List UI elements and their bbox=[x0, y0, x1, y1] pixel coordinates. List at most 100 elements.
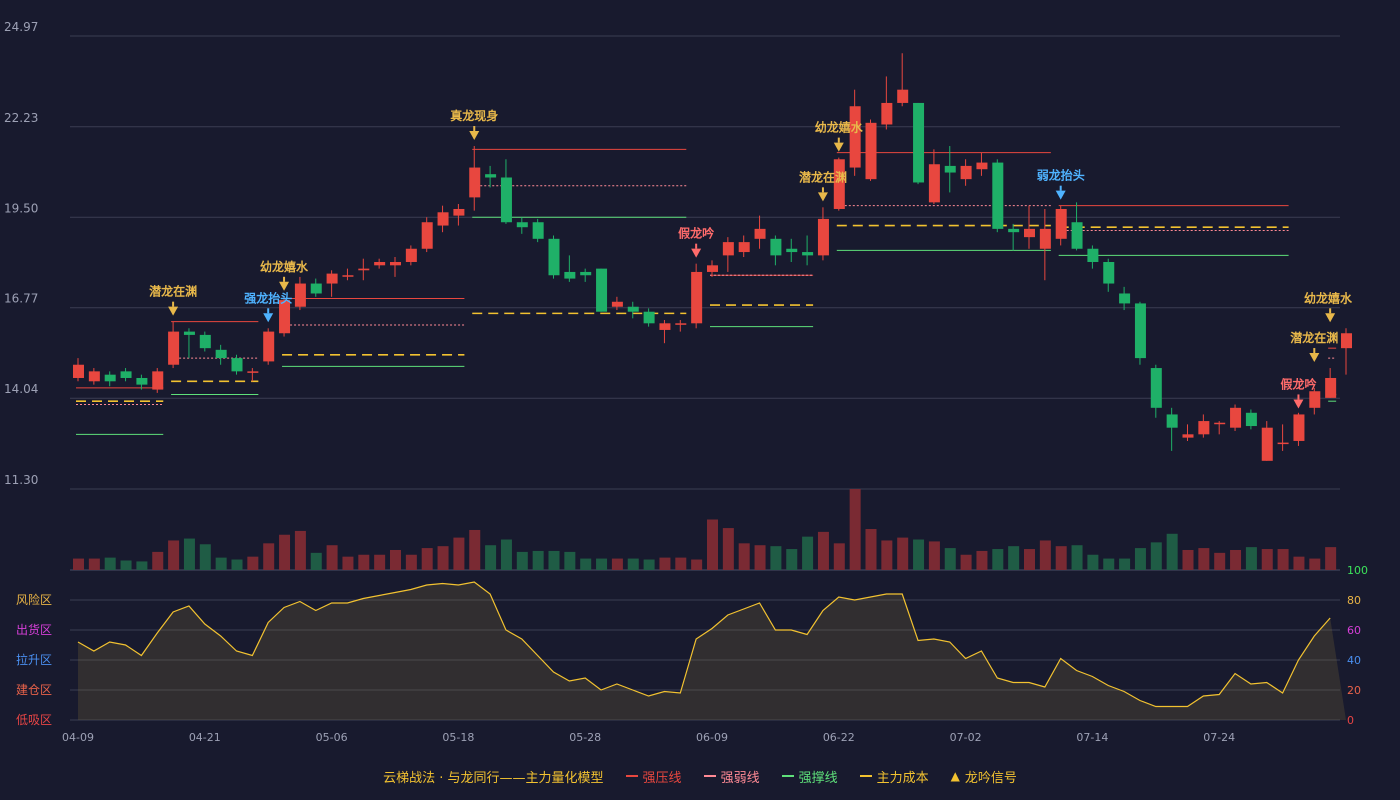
candle-body bbox=[405, 248, 417, 263]
candle-body bbox=[1261, 427, 1273, 461]
legend-signal-label: 龙吟信号 bbox=[964, 770, 1017, 786]
y-tick-label: 11.30 bbox=[4, 473, 38, 487]
candle-body bbox=[500, 177, 512, 223]
candle-body bbox=[215, 349, 227, 359]
candle-body bbox=[849, 106, 861, 168]
signal-label: 潜龙在渊 bbox=[1290, 330, 1338, 345]
candle-body bbox=[1198, 421, 1210, 435]
resist-line-icon bbox=[625, 775, 638, 777]
volume-bar bbox=[1245, 547, 1257, 570]
x-tick-label: 06-09 bbox=[696, 731, 728, 744]
candle-body bbox=[437, 212, 449, 226]
volume-bar bbox=[786, 549, 798, 570]
osc-tick-label: 40 bbox=[1347, 654, 1361, 667]
volume-bar bbox=[627, 558, 639, 570]
legend-resist[interactable]: 强压线 bbox=[625, 767, 682, 786]
x-tick-label: 04-09 bbox=[62, 731, 94, 744]
volume-bar bbox=[611, 558, 623, 570]
candle-body bbox=[1245, 412, 1257, 427]
volume-bar bbox=[231, 559, 243, 570]
volume-bar bbox=[374, 554, 386, 570]
signal-label: 潜龙在渊 bbox=[799, 169, 847, 184]
signal-label: 幼龙嬉水 bbox=[1304, 290, 1353, 305]
legend-support[interactable]: 强撑线 bbox=[781, 767, 838, 786]
volume-bar bbox=[675, 557, 687, 570]
candle-body bbox=[152, 371, 164, 390]
candle-body bbox=[120, 371, 132, 378]
legend-title-text: 云梯战法 · 与龙同行——主力量化模型 bbox=[383, 770, 604, 786]
candle-body bbox=[1325, 377, 1337, 398]
volume-bar bbox=[516, 551, 528, 570]
candle-body bbox=[1087, 248, 1099, 263]
volume-bar bbox=[326, 545, 338, 570]
oscillator-line bbox=[77, 581, 1331, 708]
volume-bar bbox=[437, 546, 449, 570]
zone-label: 出货区 bbox=[16, 622, 52, 637]
weak-line-icon bbox=[703, 775, 716, 777]
candle-body bbox=[1055, 208, 1067, 239]
volume-bar bbox=[120, 560, 132, 570]
y-tick-label: 19.50 bbox=[4, 201, 38, 215]
candle-body bbox=[865, 122, 877, 180]
signal-arrow-icon bbox=[168, 306, 179, 316]
cost-line-icon bbox=[859, 775, 872, 777]
candle-body bbox=[485, 174, 497, 178]
volume-bar bbox=[469, 529, 481, 570]
candle-body bbox=[326, 273, 338, 284]
volume-bar bbox=[1309, 558, 1321, 570]
candle-body bbox=[627, 306, 639, 312]
legend-signal[interactable]: ▲ 龙吟信号 bbox=[951, 767, 1017, 786]
candle-body bbox=[881, 102, 893, 125]
legend: 云梯战法 · 与龙同行——主力量化模型 强压线 强弱线 强撑线 主力成本 ▲ 龙… bbox=[0, 766, 1400, 786]
candle-body bbox=[516, 222, 528, 228]
signal-arrow-icon bbox=[1325, 313, 1336, 323]
candle-body bbox=[263, 331, 275, 362]
volume-bar bbox=[643, 559, 655, 570]
triangle-icon: ▲ bbox=[950, 769, 960, 783]
candle-body bbox=[279, 300, 291, 334]
legend-weak-label: 强弱线 bbox=[720, 770, 760, 786]
signal-label: 幼龙嬉水 bbox=[260, 259, 309, 274]
volume-bar bbox=[944, 548, 956, 570]
candle-body bbox=[548, 238, 560, 276]
volume-bar bbox=[707, 519, 718, 570]
volume-layer bbox=[73, 489, 1337, 570]
candle-body bbox=[833, 159, 845, 209]
candle-body bbox=[596, 268, 608, 312]
volume-bar bbox=[992, 549, 1004, 570]
y-tick-label: 16.77 bbox=[4, 292, 38, 306]
candle-body bbox=[580, 271, 592, 276]
volume-bar bbox=[88, 558, 100, 570]
legend-weak[interactable]: 强弱线 bbox=[703, 767, 760, 786]
volume-bar bbox=[215, 557, 227, 570]
support-line-icon bbox=[781, 775, 794, 777]
volume-bar bbox=[1150, 542, 1162, 570]
candle-body bbox=[88, 371, 100, 382]
legend-cost[interactable]: 主力成本 bbox=[859, 767, 929, 786]
candle-body bbox=[691, 271, 703, 324]
volume-bar bbox=[294, 530, 306, 570]
volume-bar bbox=[358, 554, 370, 570]
candle-body bbox=[1071, 222, 1083, 249]
volume-bar bbox=[849, 489, 861, 570]
osc-tick-label: 0 bbox=[1347, 714, 1354, 727]
volume-bar bbox=[453, 537, 465, 570]
volume-bar bbox=[263, 543, 275, 570]
candle-body bbox=[675, 323, 687, 325]
candle-body bbox=[358, 268, 370, 271]
volume-bar bbox=[247, 556, 259, 570]
signals-layer: 潜龙在渊 强龙抬头幼龙嬉水真龙现身假龙吟潜龙在渊幼龙嬉水弱龙抬头假龙吟潜龙在渊幼龙… bbox=[149, 108, 1353, 409]
candle-body bbox=[707, 265, 718, 272]
volume-bar bbox=[390, 549, 401, 570]
candle-body bbox=[136, 377, 148, 385]
volume-bar bbox=[136, 561, 148, 570]
volume-bar bbox=[802, 536, 814, 570]
x-tick-label: 04-21 bbox=[189, 731, 221, 744]
grid-layer bbox=[70, 35, 1340, 721]
legend-support-label: 强撑线 bbox=[798, 770, 838, 786]
signal-arrow-icon bbox=[691, 248, 702, 258]
legend-title: 云梯战法 · 与龙同行——主力量化模型 bbox=[383, 767, 603, 786]
candle-body bbox=[1277, 442, 1289, 445]
candle-body bbox=[453, 208, 465, 216]
signal-arrow-icon bbox=[833, 142, 844, 152]
